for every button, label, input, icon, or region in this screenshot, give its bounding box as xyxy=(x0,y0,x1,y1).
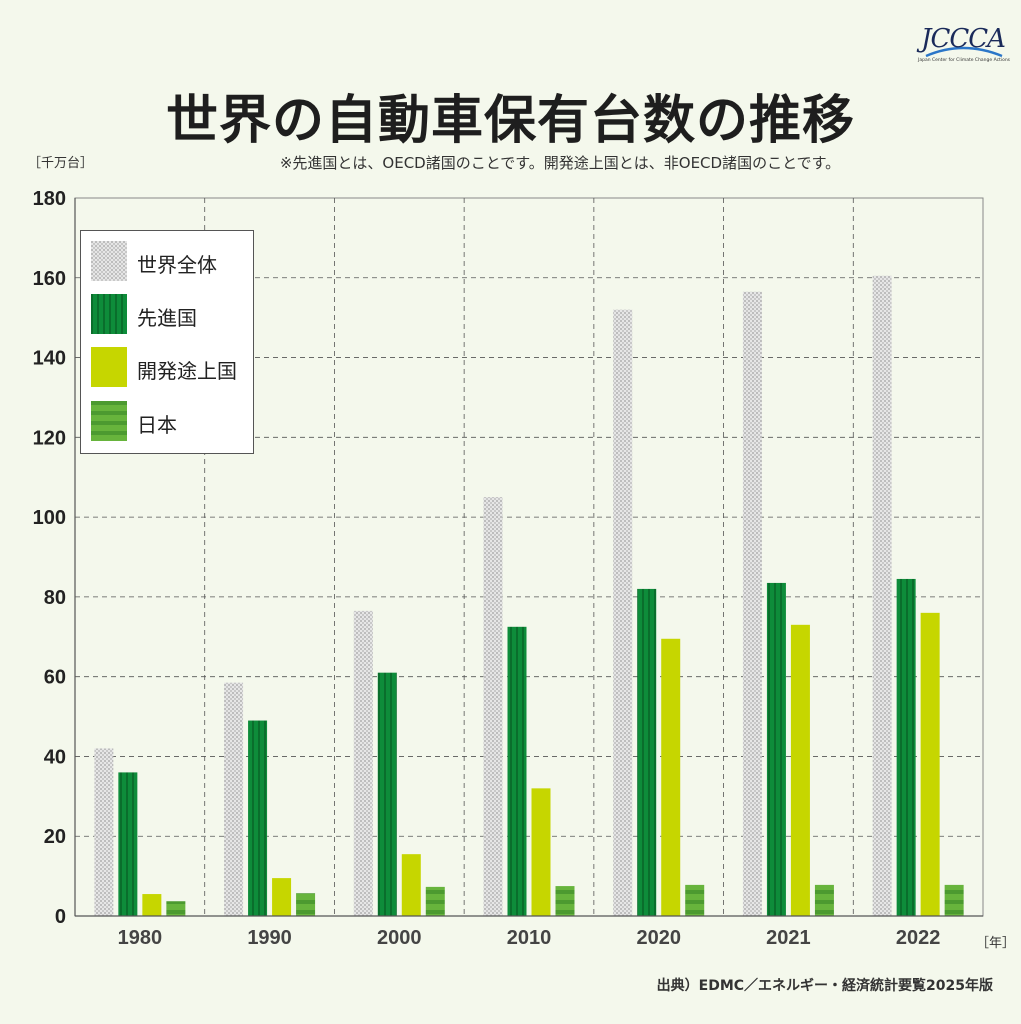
y-tick-label: 60 xyxy=(44,667,66,689)
bar-2-2022 xyxy=(920,612,940,916)
bar-1-1980 xyxy=(118,772,138,916)
y-tick-label: 20 xyxy=(44,826,66,848)
bar-3-2022 xyxy=(944,884,964,916)
legend-item-developing: 開発途上国 xyxy=(91,347,251,387)
x-tick-label: 2021 xyxy=(766,927,811,949)
y-tick-label: 100 xyxy=(33,507,66,529)
legend-label-developed: 先進国 xyxy=(137,306,197,330)
bar-1-2000 xyxy=(377,672,397,916)
legend-swatch-world xyxy=(91,241,127,281)
x-tick-label: 2022 xyxy=(896,927,941,949)
bar-0-1990 xyxy=(224,682,244,916)
x-axis-unit: ［年］ xyxy=(976,936,1016,951)
source-credit: 出典）EDMC／エネルギー・経済統計要覧2025年版 xyxy=(656,978,993,994)
bar-3-2021 xyxy=(814,884,834,916)
bar-1-2010 xyxy=(507,626,527,916)
legend-label-japan: 日本 xyxy=(137,413,177,437)
x-tick-label: 1990 xyxy=(247,927,292,949)
bar-3-2010 xyxy=(555,886,575,916)
y-tick-label: 80 xyxy=(44,587,66,609)
bar-3-1990 xyxy=(296,893,316,916)
x-tick-label: 2010 xyxy=(507,927,552,949)
bar-2-2020 xyxy=(661,638,681,916)
y-tick-label: 0 xyxy=(55,906,66,928)
x-tick-label: 2000 xyxy=(377,927,422,949)
y-tick-label: 40 xyxy=(44,746,66,768)
bar-1-2021 xyxy=(766,582,786,916)
chart-title: 世界の自動車保有台数の推移 xyxy=(165,91,855,151)
x-tick-label: 2020 xyxy=(636,927,681,949)
y-tick-label: 180 xyxy=(33,188,66,210)
jccca-logo: JCCCA Japan Center for Climate Change Ac… xyxy=(918,22,1011,70)
bar-0-2010 xyxy=(483,497,503,916)
bar-3-2020 xyxy=(685,884,705,916)
legend-label-developing: 開発途上国 xyxy=(137,359,237,383)
legend: 世界全体 先進国 開発途上国 日本 xyxy=(80,230,254,454)
axes xyxy=(74,198,983,917)
legend-item-world: 世界全体 xyxy=(91,241,251,281)
bar-2-2021 xyxy=(790,624,810,916)
bar-0-2021 xyxy=(742,291,762,916)
legend-swatch-japan xyxy=(91,401,127,441)
bar-3-2000 xyxy=(425,886,445,916)
y-tick-label: 140 xyxy=(33,348,66,370)
y-tick-label: 120 xyxy=(33,427,66,449)
bar-2-2000 xyxy=(401,854,421,916)
bar-2-1980 xyxy=(142,894,162,916)
y-axis-unit: ［千万台］ xyxy=(28,156,94,171)
y-tick-label: 160 xyxy=(33,268,66,290)
bars xyxy=(94,275,964,916)
x-tick-labels: 1980 1990 2000 2010 2020 2021 2022 xyxy=(118,927,941,949)
bar-0-1980 xyxy=(94,748,114,916)
bar-0-2022 xyxy=(872,275,892,916)
bar-2-1990 xyxy=(272,878,292,916)
legend-swatch-developed xyxy=(91,294,127,334)
legend-swatch-developing xyxy=(91,347,127,387)
bar-0-2020 xyxy=(613,309,633,916)
bar-2-2010 xyxy=(531,788,551,916)
chart-note: ※先進国とは、OECD諸国のことです。開発途上国とは、非OECD諸国のことです。 xyxy=(279,154,841,172)
x-tick-label: 1980 xyxy=(118,927,163,949)
legend-item-developed: 先進国 xyxy=(91,294,251,334)
legend-item-japan: 日本 xyxy=(91,401,251,441)
logo-subtitle: Japan Center for Climate Change Actions xyxy=(918,58,1011,63)
bar-1-2022 xyxy=(896,578,916,916)
legend-label-world: 世界全体 xyxy=(137,253,217,277)
logo-arc-icon xyxy=(925,46,1003,58)
bar-1-1990 xyxy=(248,720,268,916)
bar-1-2020 xyxy=(637,588,657,916)
y-tick-labels: 0 20 40 60 80 100 120 140 160 180 xyxy=(33,188,66,928)
bar-3-1980 xyxy=(166,901,186,916)
bar-0-2000 xyxy=(353,610,373,916)
logo-text: JCCCA xyxy=(921,24,1006,54)
grid-lines xyxy=(75,198,983,916)
